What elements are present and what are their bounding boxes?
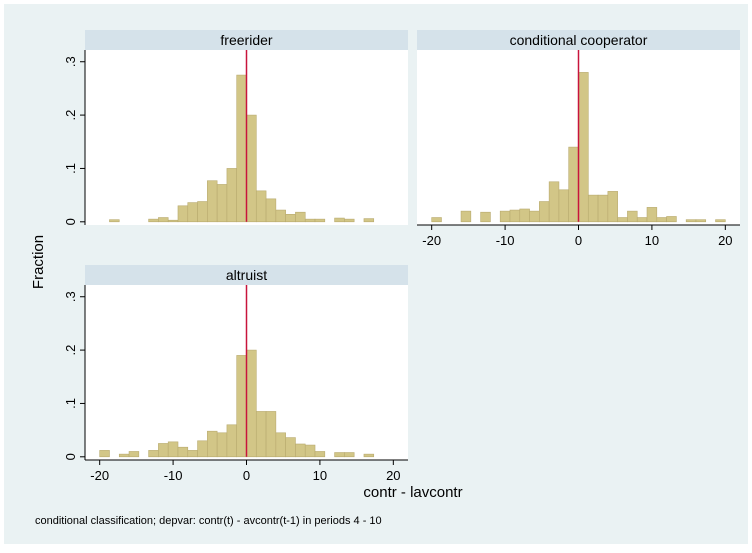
bar <box>646 207 658 223</box>
bar <box>177 205 189 223</box>
bar <box>685 219 697 223</box>
bar <box>431 217 442 223</box>
bar <box>167 441 179 458</box>
bar <box>636 217 648 223</box>
bar <box>148 218 159 223</box>
panel-title-strip <box>417 30 740 50</box>
panel-title-strip <box>85 30 408 50</box>
x-tick-label: 20 <box>386 468 400 483</box>
bar <box>558 189 570 223</box>
bar <box>656 217 667 223</box>
x-tick-label: 20 <box>718 233 732 248</box>
x-tick-label: -10 <box>164 468 183 483</box>
bar <box>265 411 277 458</box>
bar <box>226 168 238 223</box>
y-tick-label: .2 <box>63 345 78 356</box>
y-tick-label: 0 <box>63 218 78 225</box>
bar <box>197 440 208 458</box>
y-axis-label: Fraction <box>30 235 47 289</box>
bar <box>197 201 208 223</box>
panel-title: altruist <box>226 267 267 283</box>
bar <box>627 210 638 223</box>
bar <box>255 411 267 458</box>
bar <box>607 191 618 223</box>
bar <box>304 444 316 458</box>
y-tick-label: .3 <box>63 291 78 302</box>
y-tick-label: .1 <box>63 163 78 174</box>
y-tick-label: 0 <box>63 453 78 460</box>
x-tick-label: -20 <box>90 468 109 483</box>
x-tick-label: -20 <box>422 233 441 248</box>
bar <box>295 211 306 223</box>
note: conditional classification; depvar: cont… <box>35 515 382 527</box>
bar <box>99 450 110 458</box>
bar <box>128 451 140 458</box>
y-tick-label: .2 <box>63 110 78 121</box>
bar <box>363 218 375 223</box>
bar <box>519 208 530 223</box>
bar <box>187 202 198 223</box>
bar <box>715 219 726 223</box>
bar <box>285 214 296 223</box>
panel-title: freerider <box>220 32 272 48</box>
bar <box>529 210 540 223</box>
x-tick-label: 10 <box>645 233 659 248</box>
bar <box>334 452 345 458</box>
bar <box>158 443 169 458</box>
bar <box>666 216 677 223</box>
bar <box>236 355 247 458</box>
bar <box>207 430 218 458</box>
bar <box>548 181 560 223</box>
bar <box>499 210 511 223</box>
bar <box>118 453 130 458</box>
bar <box>568 146 579 223</box>
bar <box>314 451 326 458</box>
bar <box>216 432 228 458</box>
bar <box>509 209 521 223</box>
x-axis-label: contr - lavcontr <box>363 484 462 501</box>
x-tick-label: -10 <box>496 233 515 248</box>
panel-title-strip <box>85 265 408 285</box>
bar <box>265 198 277 223</box>
bar <box>255 190 267 223</box>
bar <box>226 424 238 458</box>
bar <box>314 218 326 223</box>
bar <box>177 446 189 458</box>
bar <box>597 194 609 223</box>
y-tick-label: .3 <box>63 56 78 67</box>
bar <box>275 209 286 223</box>
bar <box>246 114 257 223</box>
bar <box>304 218 316 223</box>
bar <box>207 180 218 223</box>
bar <box>167 219 179 223</box>
bar <box>617 217 628 223</box>
panel-title: conditional cooperator <box>510 32 648 48</box>
bar <box>695 219 707 223</box>
bar <box>236 74 247 223</box>
bar <box>587 194 599 223</box>
bar <box>148 450 159 458</box>
x-tick-label: 0 <box>243 468 250 483</box>
x-tick-label: 10 <box>313 468 327 483</box>
bar <box>187 450 198 458</box>
bar <box>334 217 345 223</box>
bar <box>158 217 169 223</box>
bar <box>344 452 355 458</box>
bar <box>216 184 228 223</box>
bar <box>344 218 355 223</box>
x-tick-label: 0 <box>575 233 582 248</box>
bar <box>460 210 472 223</box>
bar <box>578 72 589 223</box>
bar <box>480 211 491 223</box>
bar <box>246 349 257 458</box>
bar <box>275 432 286 458</box>
y-tick-label: .1 <box>63 398 78 409</box>
bar <box>539 201 550 223</box>
bar <box>109 219 120 223</box>
bar <box>285 437 296 458</box>
bar <box>295 443 306 458</box>
bar <box>363 453 375 458</box>
